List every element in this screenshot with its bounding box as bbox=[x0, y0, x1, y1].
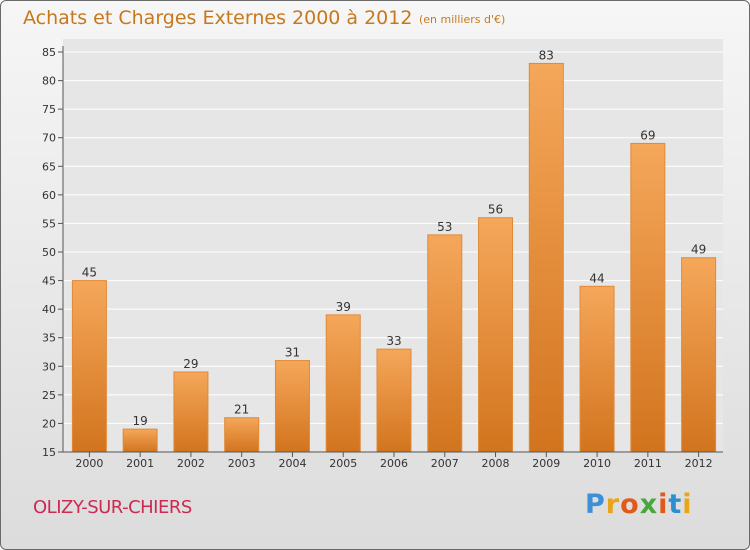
logo-letter: P bbox=[585, 489, 606, 520]
bar bbox=[579, 285, 615, 453]
data-label: 21 bbox=[234, 403, 249, 417]
commune-name: OLIZY-SUR-CHIERS bbox=[33, 497, 192, 518]
bar bbox=[681, 257, 717, 453]
data-label: 29 bbox=[183, 357, 198, 371]
x-tick-label: 2002 bbox=[177, 457, 205, 470]
proxiti-logo: Proxiti bbox=[585, 489, 693, 520]
axes: 15 20 25 30 35 40 45 50 55 60 65 70 75 80 85 2000 2001 20… bbox=[42, 46, 723, 470]
bar bbox=[528, 62, 564, 453]
y-tick-label: 60 bbox=[42, 189, 56, 202]
bar bbox=[630, 142, 666, 453]
logo-letter: x bbox=[639, 489, 659, 520]
bars: 45 19 29 21 31 39 33 53 56 83 44 69 49 bbox=[71, 48, 717, 453]
y-tick-label: 70 bbox=[42, 132, 56, 145]
x-tick-label: 2005 bbox=[329, 457, 357, 470]
chart-title: Achats et Charges Externes 2000 à 2012 bbox=[23, 7, 413, 29]
x-tick-label: 2011 bbox=[634, 457, 662, 470]
y-tick-label: 55 bbox=[42, 217, 56, 230]
x-tick-label: 2008 bbox=[482, 457, 510, 470]
logo-letter: t bbox=[668, 489, 683, 520]
bar bbox=[376, 348, 412, 453]
y-tick-label: 40 bbox=[42, 303, 56, 316]
bar bbox=[122, 428, 158, 453]
logo-letter: r bbox=[605, 489, 621, 520]
x-tick-label: 2009 bbox=[532, 457, 560, 470]
bar bbox=[71, 280, 107, 453]
data-label: 39 bbox=[336, 300, 351, 314]
data-label: 53 bbox=[437, 220, 452, 234]
x-tick-label: 2001 bbox=[126, 457, 154, 470]
y-tick-label: 45 bbox=[42, 275, 56, 288]
data-label: 45 bbox=[82, 266, 97, 280]
bar bbox=[325, 314, 361, 453]
data-label: 49 bbox=[691, 243, 706, 257]
data-label: 83 bbox=[539, 48, 554, 62]
x-tick-label: 2012 bbox=[685, 457, 713, 470]
logo-letter: i bbox=[682, 489, 693, 520]
logo-letter: i bbox=[658, 489, 669, 520]
x-tick-label: 2003 bbox=[228, 457, 256, 470]
y-tick-label: 85 bbox=[42, 46, 56, 59]
data-label: 33 bbox=[386, 334, 401, 348]
bar bbox=[427, 234, 463, 453]
data-label: 69 bbox=[640, 128, 655, 142]
data-label: 44 bbox=[589, 271, 604, 285]
x-tick-label: 2000 bbox=[75, 457, 103, 470]
y-tick-label: 25 bbox=[42, 389, 56, 402]
y-tick-label: 50 bbox=[42, 246, 56, 259]
y-tick-label: 35 bbox=[42, 332, 56, 345]
y-tick-label: 15 bbox=[42, 446, 56, 459]
x-tick-label: 2004 bbox=[278, 457, 306, 470]
bar bbox=[478, 217, 514, 453]
x-tick-label: 2007 bbox=[431, 457, 459, 470]
x-tick-label: 2010 bbox=[583, 457, 611, 470]
y-tick-label: 80 bbox=[42, 75, 56, 88]
x-tick-label: 2006 bbox=[380, 457, 408, 470]
data-label: 56 bbox=[488, 203, 503, 217]
bar bbox=[173, 371, 209, 453]
y-tick-label: 20 bbox=[42, 417, 56, 430]
data-label: 31 bbox=[285, 346, 300, 360]
y-tick-label: 30 bbox=[42, 360, 56, 373]
bar bbox=[224, 417, 260, 453]
data-label: 19 bbox=[133, 414, 148, 428]
y-tick-label: 65 bbox=[42, 160, 56, 173]
logo-letter: o bbox=[620, 489, 640, 520]
chart-subtitle: (en milliers d'€) bbox=[419, 13, 506, 26]
y-tick-label: 75 bbox=[42, 103, 56, 116]
bar bbox=[274, 360, 310, 453]
